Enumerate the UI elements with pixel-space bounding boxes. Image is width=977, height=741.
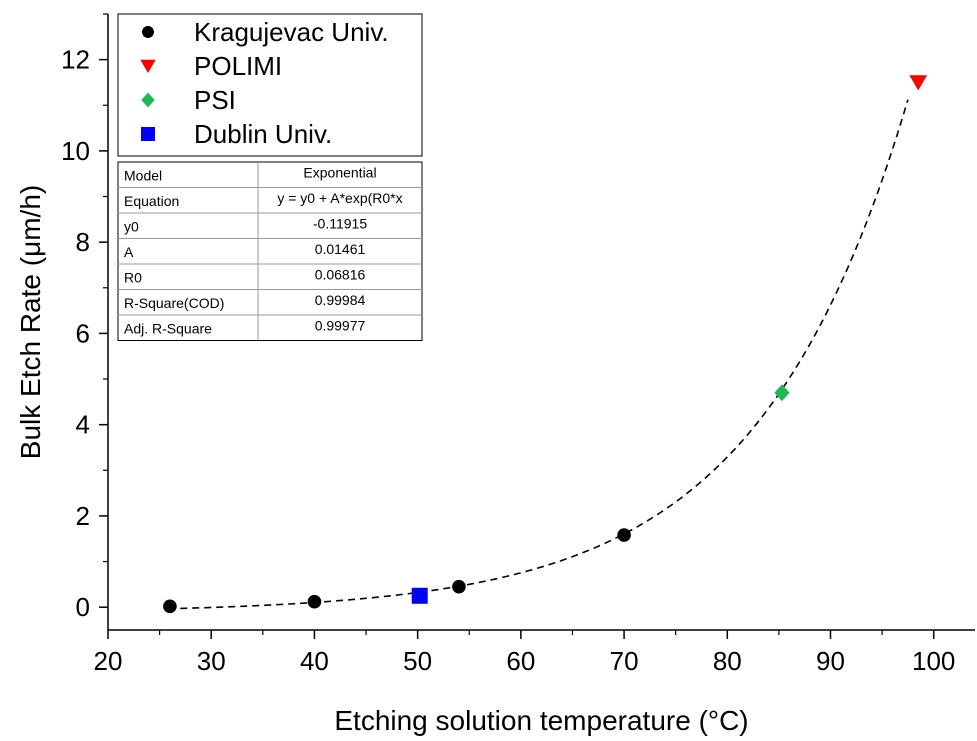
table-cell-label: R0 [124,270,142,286]
data-point [307,594,322,609]
data-point [452,579,466,594]
data-point [163,599,177,614]
table-cell-label: Equation [124,193,179,209]
table-cell-label: R-Square(COD) [124,295,224,311]
axes-layer: 20 30 40 50 60 70 80 90 100 0 2 4 6 8 10 12 [61,13,975,676]
table-cell-label: A [124,244,134,260]
legend-marker [142,26,154,38]
table-cell-value: Exponential [303,165,376,181]
table-cell-value: 0.99977 [315,318,366,334]
y-tick-label: 12 [61,45,90,75]
x-tick-label: 50 [403,646,432,676]
x-axis-title: Etching solution temperature (°C) [334,705,748,736]
y-tick-label: 8 [76,227,90,257]
legend-label: PSI [194,85,236,115]
x-tick-label: 80 [713,646,742,676]
table-cell-label: Adj. R-Square [124,321,212,337]
legend-marker [141,92,155,108]
legend-marker [140,59,156,73]
data-points-layer [163,75,928,614]
table-frame [117,161,423,341]
y-axis-title: Bulk Etch Rate (μm/h) [15,185,46,459]
exponential-fit-curve [180,99,909,610]
table-cell-value: y = y0 + A*exp(R0*x [277,190,402,206]
table-cell-value: 0.01461 [315,241,366,257]
table-cell-value: 0.99984 [315,292,366,308]
table-cell-label: y0 [124,219,139,235]
y-tick-label: 0 [76,592,90,622]
fit-curve-layer [180,99,909,610]
legend-box [117,13,423,157]
legend-marker [141,127,155,141]
fit-parameters-table: Model Exponential Equation y = y0 + A*exp(R… [117,161,423,341]
data-point [774,384,790,402]
x-tick-label: 20 [94,646,123,676]
y-tick-label: 10 [61,136,90,166]
y-tick-label: 6 [76,318,90,348]
table-cell-value: 0.06816 [315,267,366,283]
x-tick-label: 40 [300,646,329,676]
data-point [617,528,631,542]
table-cell-label: Model [124,168,162,184]
x-tick-label: 30 [197,646,226,676]
x-tick-label: 70 [610,646,639,676]
table-cell-value: -0.11915 [313,216,367,232]
legend-label: Kragujevac Univ. [194,17,389,47]
data-point [909,75,928,91]
y-tick-label: 4 [76,410,90,440]
x-tick-label: 100 [912,646,955,676]
legend-label: POLIMI [194,51,282,81]
data-point [411,587,428,604]
x-tick-label: 90 [816,646,845,676]
x-tick-label: 60 [506,646,535,676]
y-tick-label: 2 [76,501,90,531]
legend: Kragujevac Univ. POLIMI PSI Dublin Univ. [117,13,423,157]
legend-label: Dublin Univ. [194,119,332,149]
